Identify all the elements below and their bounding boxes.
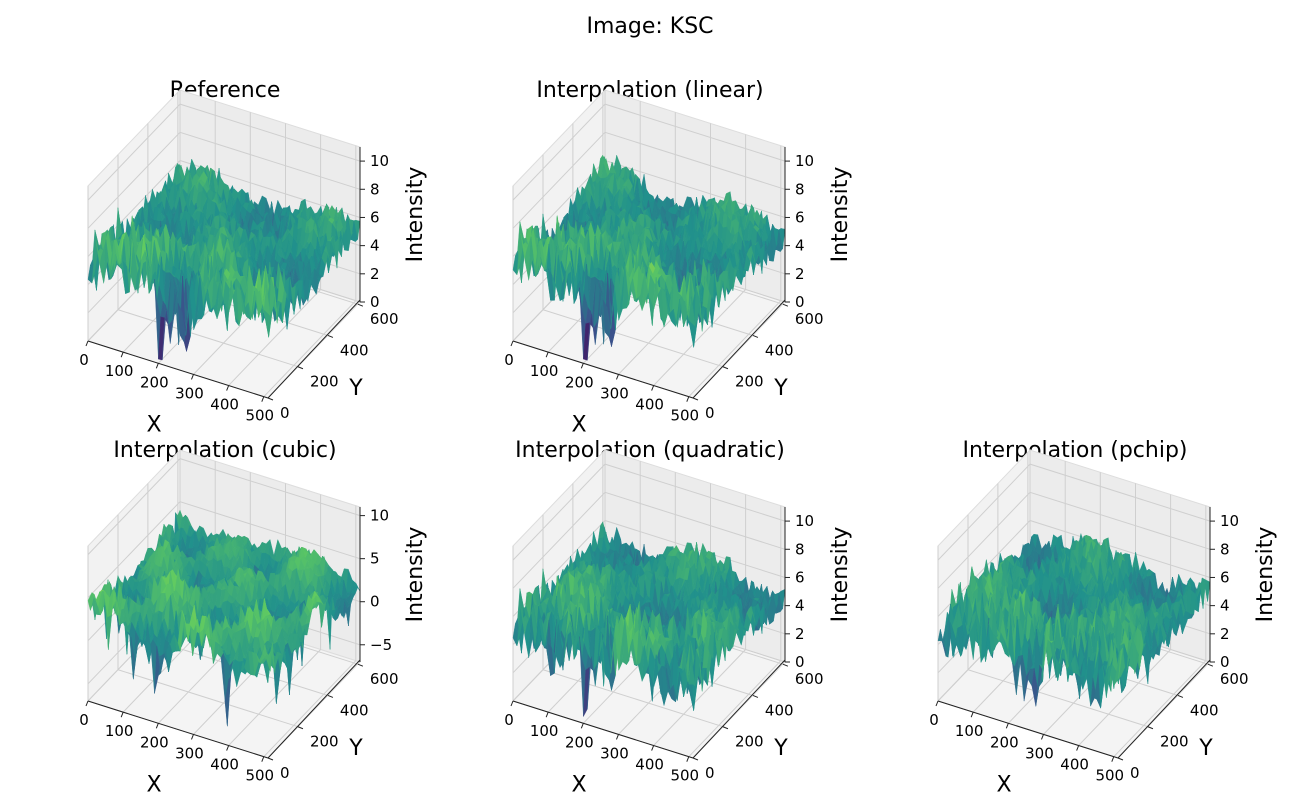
z-axis-label: Intensity <box>403 167 428 263</box>
z-tick-label: 0 <box>370 293 380 311</box>
z-tick-label: 6 <box>795 208 805 226</box>
x-tick-label: 100 <box>530 362 559 380</box>
y-axis-label: Y <box>773 376 788 401</box>
subplot-title: Interpolation (cubic) <box>113 438 337 463</box>
y-tick-label: 600 <box>795 310 824 328</box>
y-tick <box>327 334 334 338</box>
x-tick-label: 200 <box>565 373 594 391</box>
subplot-reference: Reference 0 100 200 300 400 500 0 200 400 600 0 2 4 6… <box>10 78 440 438</box>
x-tick-label: 100 <box>105 362 134 380</box>
gridline-z <box>512 103 786 201</box>
x-tick <box>191 374 194 380</box>
y-axis-label: Y <box>348 376 363 401</box>
z-tick-label: 10 <box>795 152 814 170</box>
z-tick-label: 0 <box>795 293 805 311</box>
x-tick <box>545 351 549 358</box>
x-tick <box>155 363 159 369</box>
surface <box>512 154 786 361</box>
x-tick <box>261 396 265 402</box>
x-tick-label: 0 <box>504 351 514 369</box>
x-tick-label: 0 <box>79 351 89 369</box>
x-tick <box>651 385 655 391</box>
subplot-interpolation-cubic: Interpolation (cubic) 0 100 200 300 400 500 0 2… <box>10 438 440 798</box>
gridline-z <box>87 458 361 555</box>
x-tick <box>580 363 584 369</box>
z-tick-label: 6 <box>370 208 380 226</box>
y-tick-label: 0 <box>705 404 715 422</box>
x-axis-label: X <box>146 413 161 438</box>
gridline-z <box>87 131 361 229</box>
x-tick <box>120 351 124 358</box>
y-tick-label: 200 <box>735 373 764 391</box>
z-tick-label: 2 <box>370 265 380 283</box>
x-axis-line <box>87 340 269 399</box>
y-tick-label: 200 <box>310 373 339 391</box>
surface <box>87 158 361 361</box>
x-tick-label: 400 <box>635 396 664 414</box>
x-tick <box>510 340 514 347</box>
z-tick-label: 4 <box>370 237 380 255</box>
x-tick-label: 400 <box>210 396 239 414</box>
x-tick-label: 500 <box>670 407 699 425</box>
x-tick <box>226 385 230 391</box>
y-axis-line <box>267 299 361 399</box>
x-tick-label: 200 <box>140 373 169 391</box>
y-axis-line <box>692 299 786 399</box>
surface-facet <box>688 296 696 327</box>
z-tick-label: 8 <box>795 180 805 198</box>
y-tick-label: 0 <box>280 404 290 422</box>
subplot-title: Interpolation (linear) <box>536 78 764 103</box>
gridline-z <box>87 501 361 599</box>
figure-title: Image: KSC <box>586 14 714 39</box>
z-axis-label: Intensity <box>828 167 853 263</box>
x-tick-label: 300 <box>175 384 204 402</box>
y-tick-label: 400 <box>340 341 369 359</box>
gridline-z <box>87 103 361 201</box>
y-tick <box>722 366 729 370</box>
x-tick-label: 500 <box>245 407 274 425</box>
y-tick <box>692 397 699 401</box>
x-axis-line <box>512 340 694 399</box>
y-tick <box>782 303 789 307</box>
z-tick-label: 2 <box>795 265 805 283</box>
gridline-z <box>512 131 786 229</box>
surface <box>87 509 361 727</box>
y-tick <box>297 366 304 370</box>
x-tick <box>616 374 619 380</box>
z-tick-label: 8 <box>370 180 380 198</box>
y-tick <box>357 303 364 307</box>
x-tick <box>686 396 690 402</box>
x-tick <box>85 340 89 347</box>
y-tick-label: 400 <box>765 341 794 359</box>
z-tick-label: 10 <box>370 152 389 170</box>
x-tick-label: 300 <box>600 384 629 402</box>
x-axis-label: X <box>571 413 586 438</box>
z-tick-label: 4 <box>795 237 805 255</box>
subplot-interpolation-linear: Interpolation (linear) 0 100 200 300 400 500 0… <box>435 78 865 438</box>
y-tick-label: 600 <box>370 310 399 328</box>
y-tick <box>267 397 274 401</box>
y-tick <box>752 334 759 338</box>
surface-facet <box>263 285 271 317</box>
